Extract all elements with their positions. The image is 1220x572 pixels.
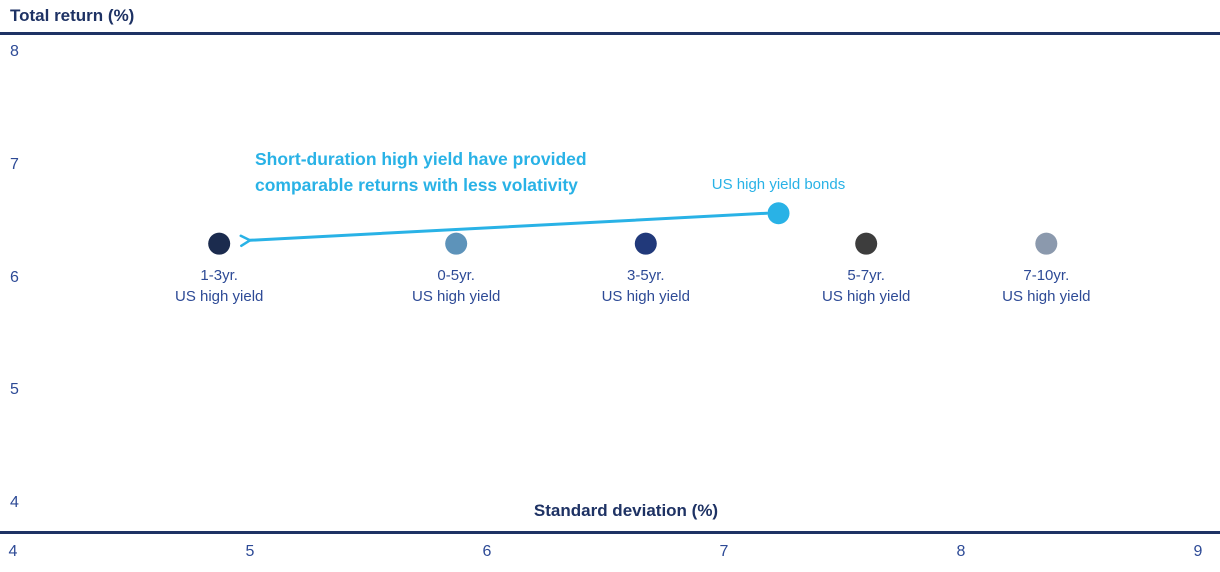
scatter-point-us-high-yield-bonds — [767, 202, 790, 225]
point-label-7-10yr-us-high-yield: 7-10yr. US high yield — [956, 265, 1136, 307]
annotation-arrow — [250, 211, 769, 240]
top-axis-line — [0, 32, 1220, 35]
x-tick-label: 4 — [8, 543, 18, 560]
scatter-point-1-3yr-us-high-yield — [208, 232, 231, 255]
point-label-line: US high yield — [821, 287, 911, 305]
point-label-line: US high yield — [174, 287, 264, 305]
scatter-point-5-7yr-us-high-yield — [855, 232, 878, 255]
scatter-point-0-5yr-us-high-yield — [445, 232, 468, 255]
y-axis-title: Total return (%) — [10, 6, 135, 25]
y-tick-label: 8 — [10, 43, 19, 60]
point-label-line: US high yield — [1002, 287, 1091, 305]
point-label-line: 5-7yr. — [847, 266, 885, 284]
point-label-us-high-yield-bonds: US high yield bonds — [669, 174, 889, 195]
point-label-line: 0-5yr. — [437, 266, 475, 284]
scatter-point-7-10yr-us-high-yield — [1035, 232, 1058, 255]
y-tick-label: 7 — [10, 155, 19, 173]
point-label-line: US high yield bonds — [711, 176, 846, 194]
annotation-line-1: Short-duration high yield have provided — [255, 149, 587, 169]
x-axis-title: Standard deviation (%) — [533, 501, 719, 520]
y-tick-label: 4 — [10, 494, 19, 511]
x-tick-label: 8 — [956, 543, 966, 560]
annotation-line-2: comparable returns with less volativity — [255, 175, 578, 195]
point-label-5-7yr-us-high-yield: 5-7yr. US high yield — [776, 265, 956, 307]
x-tick-label: 5 — [245, 543, 255, 560]
point-label-line: US high yield — [411, 287, 501, 305]
point-label-line: 3-5yr. — [627, 266, 665, 284]
point-label-0-5yr-us-high-yield: 0-5yr. US high yield — [366, 265, 546, 307]
scatter-point-3-5yr-us-high-yield — [634, 232, 657, 255]
point-label-1-3yr-us-high-yield: 1-3yr. US high yield — [129, 265, 309, 307]
bottom-axis-line — [0, 531, 1220, 534]
annotation-text: Short-duration high yield have provided … — [255, 146, 587, 198]
y-tick-label: 6 — [10, 268, 19, 286]
point-label-line: 7-10yr. — [1023, 266, 1070, 284]
x-tick-label: 9 — [1193, 543, 1203, 560]
point-label-line: 1-3yr. — [200, 266, 238, 284]
point-label-line: US high yield — [601, 287, 690, 305]
point-label-3-5yr-us-high-yield: 3-5yr. US high yield — [556, 265, 736, 307]
x-tick-label: 7 — [719, 543, 729, 560]
y-tick-label: 5 — [10, 381, 19, 399]
x-tick-label: 6 — [482, 543, 492, 560]
